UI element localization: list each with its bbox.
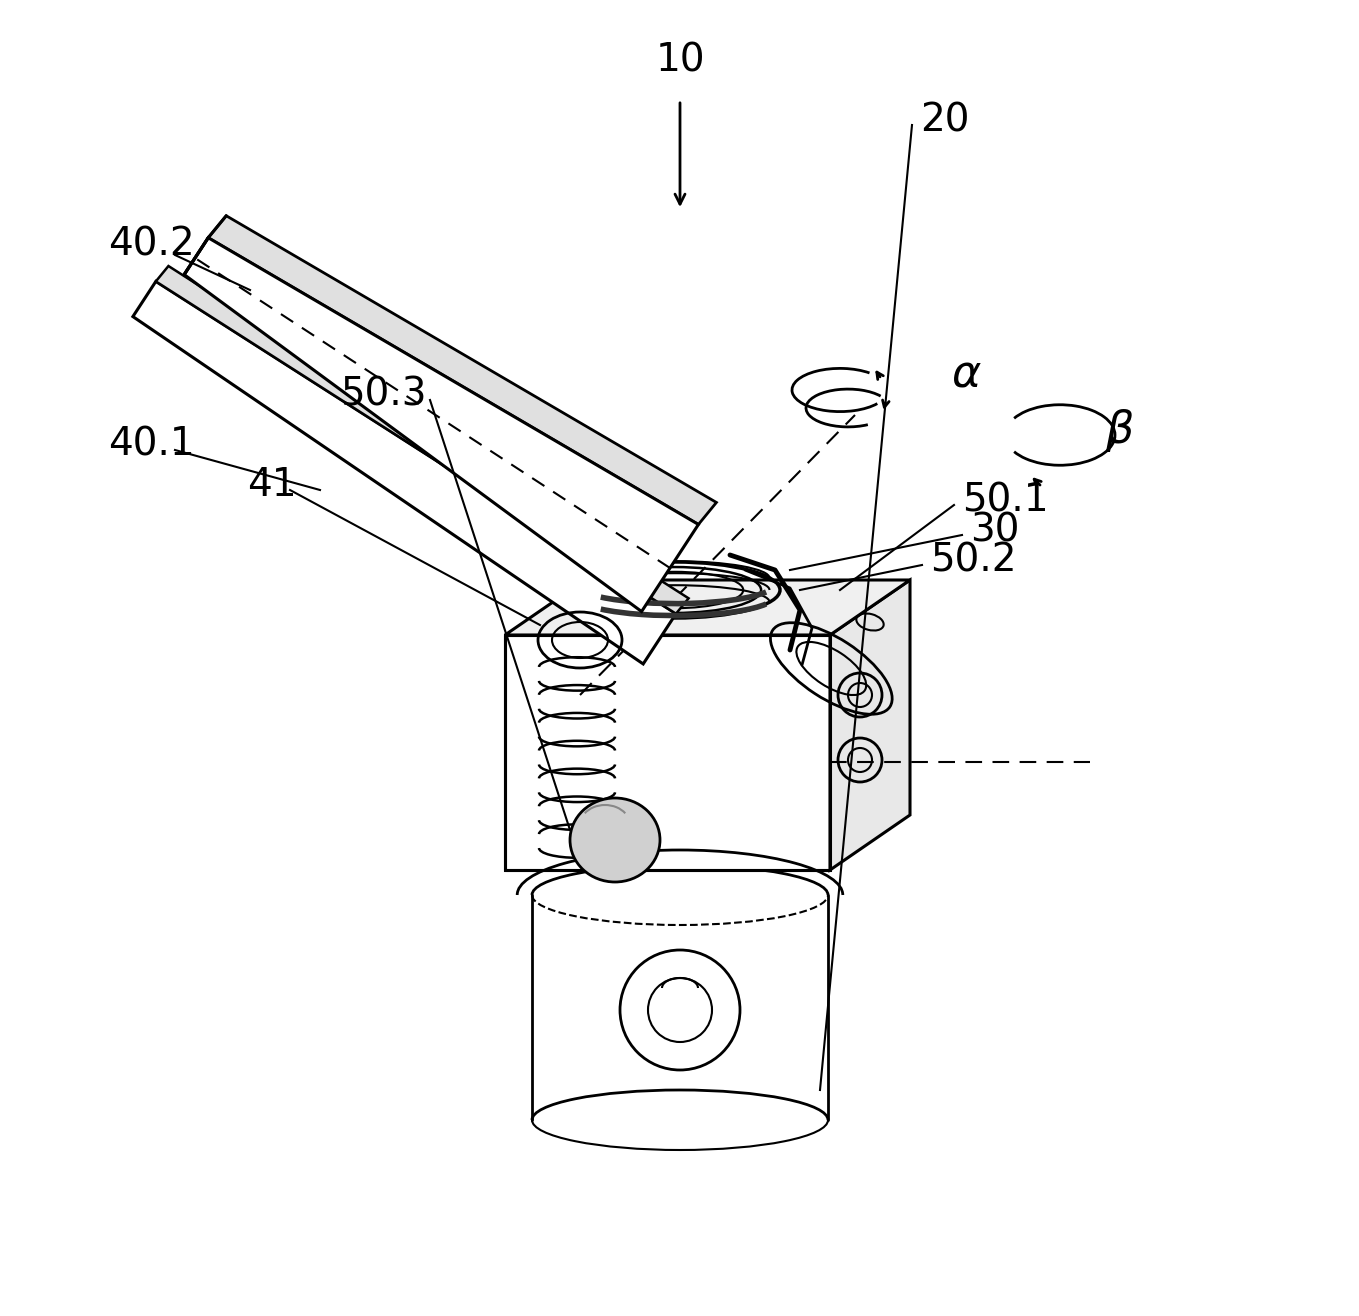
- Text: 20: 20: [920, 101, 969, 139]
- Text: 41: 41: [247, 466, 296, 504]
- Polygon shape: [531, 895, 828, 1120]
- Text: 40.2: 40.2: [107, 226, 194, 265]
- Polygon shape: [185, 238, 699, 612]
- Polygon shape: [156, 266, 689, 613]
- Polygon shape: [506, 580, 911, 636]
- Text: 50.1: 50.1: [962, 482, 1049, 519]
- Polygon shape: [830, 580, 911, 870]
- Text: 40.1: 40.1: [107, 426, 194, 465]
- Polygon shape: [506, 636, 830, 870]
- Text: 10: 10: [655, 41, 705, 79]
- Text: 50.3: 50.3: [340, 376, 427, 415]
- Polygon shape: [133, 282, 675, 665]
- Polygon shape: [208, 216, 716, 525]
- Text: 30: 30: [970, 511, 1019, 549]
- Text: α: α: [953, 354, 981, 396]
- Text: β: β: [1105, 408, 1133, 451]
- Ellipse shape: [569, 797, 660, 882]
- Text: 50.2: 50.2: [930, 541, 1017, 579]
